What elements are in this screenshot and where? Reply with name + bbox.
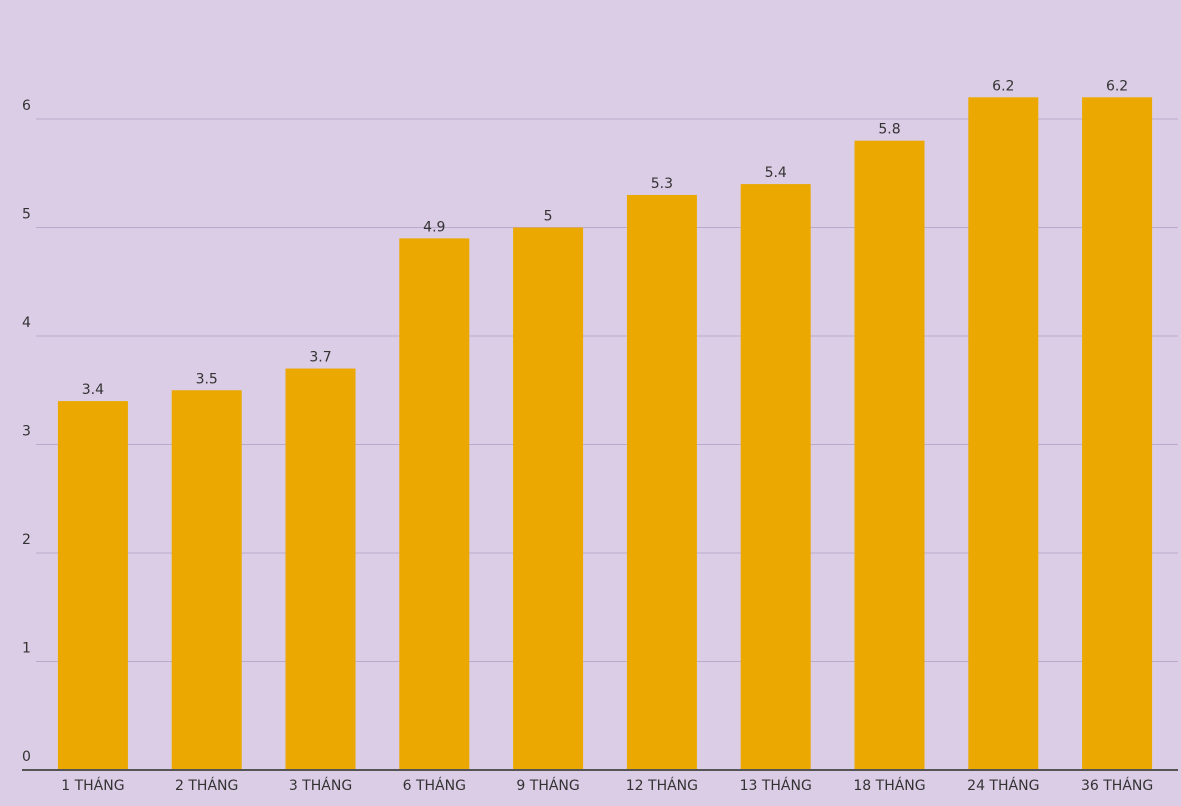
- x-tick-label: 3 THÁNG: [289, 777, 352, 794]
- x-tick-label: 9 THÁNG: [516, 777, 579, 794]
- x-tick-label: 6 THÁNG: [403, 777, 466, 794]
- x-tick-label: 36 THÁNG: [1081, 777, 1153, 794]
- y-tick-label: 4: [22, 315, 31, 331]
- value-label: 5.3: [651, 176, 673, 192]
- bar: [171, 390, 242, 770]
- bar: [1082, 97, 1153, 771]
- value-label: 6.2: [1106, 78, 1128, 94]
- y-tick-label: 1: [22, 641, 31, 657]
- value-label: 5.8: [878, 122, 900, 138]
- y-tick-label: 2: [22, 532, 31, 548]
- y-tick-label: 6: [22, 98, 31, 114]
- bar: [626, 194, 697, 770]
- x-tick-label: 13 THÁNG: [740, 777, 812, 794]
- value-label: 5.4: [765, 165, 787, 181]
- value-label: 4.9: [423, 219, 445, 235]
- bar: [854, 140, 925, 770]
- x-tick-label: 12 THÁNG: [626, 777, 698, 794]
- bar: [513, 227, 584, 770]
- bar: [740, 184, 811, 771]
- value-label: 3.5: [196, 371, 218, 387]
- x-tick-label: 1 THÁNG: [61, 777, 124, 794]
- y-tick-label: 5: [22, 207, 31, 223]
- bar: [968, 97, 1039, 771]
- value-label: 3.4: [82, 382, 104, 398]
- value-label: 5: [544, 209, 553, 225]
- value-label: 3.7: [309, 350, 331, 366]
- x-tick-label: 18 THÁNG: [853, 777, 925, 794]
- bar: [285, 368, 356, 770]
- x-tick-label: 24 THÁNG: [967, 777, 1039, 794]
- value-label: 6.2: [992, 78, 1014, 94]
- y-tick-label: 0: [22, 749, 31, 765]
- y-tick-label: 3: [22, 424, 31, 440]
- bar: [57, 401, 128, 770]
- bar: [399, 238, 470, 771]
- x-tick-label: 2 THÁNG: [175, 777, 238, 794]
